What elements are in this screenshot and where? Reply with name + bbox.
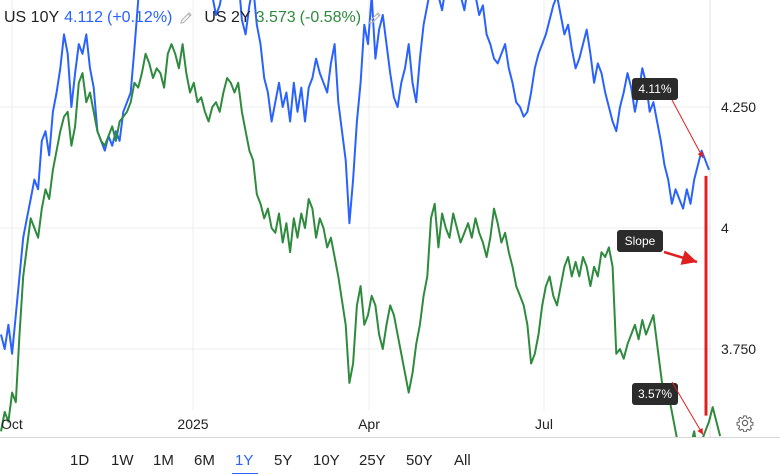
timeframe-5y[interactable]: 5Y: [274, 452, 293, 469]
timeframe-bar: 1D 1W 1M 6M 1Y 5Y 10Y 25Y 50Y All: [0, 437, 780, 474]
gear-icon[interactable]: [736, 414, 754, 432]
timeframe-50y[interactable]: 50Y: [406, 452, 433, 469]
annotation-arrow-2y: [671, 381, 704, 435]
y-tick-label: 4.250: [721, 99, 756, 115]
y-tick-label: 3.750: [721, 341, 756, 357]
legend-name-us10y: US 10Y: [4, 9, 60, 26]
annotation-arrow-10y: [671, 99, 704, 159]
annotation-arrow-slope: [663, 250, 698, 265]
legend-change-us2y: (-0.58%): [299, 9, 362, 26]
series-line-us2y: [0, 43, 722, 437]
legend-name-us2y: US 2Y: [204, 9, 251, 26]
legend-value-us2y: 3.573: [255, 9, 296, 26]
timeframe-10y[interactable]: 10Y: [313, 452, 340, 469]
annotation-label-10y: 4.11%: [638, 82, 671, 96]
annotation-label-slope: Slope: [625, 234, 656, 248]
timeframe-1w[interactable]: 1W: [111, 452, 134, 469]
annotation-label-2y: 3.57%: [638, 387, 672, 401]
series-line-us10y: [0, 0, 710, 355]
x-tick-label: Jul: [535, 416, 553, 432]
x-tick-label: Apr: [358, 416, 380, 432]
legend-change-us10y: (+0.12%): [107, 9, 173, 26]
y-tick-label: 4: [721, 220, 729, 236]
annotation-label-slope-box: [617, 230, 663, 252]
annotation-label-2y-box: [632, 383, 678, 405]
pencil-icon[interactable]: [178, 10, 194, 26]
legend-value-us10y: 4.112: [64, 9, 103, 26]
timeframe-all[interactable]: All: [454, 452, 471, 469]
pencil-icon[interactable]: [367, 10, 383, 26]
chart-legend: US 10Y 4.112 (+0.12%) US 2Y 3.573 (-0.58…: [4, 9, 393, 27]
x-tick-label: Oct: [1, 416, 23, 432]
timeframe-25y[interactable]: 25Y: [359, 452, 386, 469]
timeframe-1y[interactable]: 1Y: [235, 452, 254, 469]
timeframe-1m[interactable]: 1M: [153, 452, 174, 469]
x-tick-label: 2025: [177, 416, 208, 432]
yield-chart[interactable]: 4.7504.5004.25043.7503.500Oct2025AprJul4…: [0, 0, 780, 437]
timeframe-6m[interactable]: 6M: [194, 452, 215, 469]
timeframe-1d[interactable]: 1D: [70, 452, 90, 469]
annotation-label-10y-box: [632, 78, 678, 100]
